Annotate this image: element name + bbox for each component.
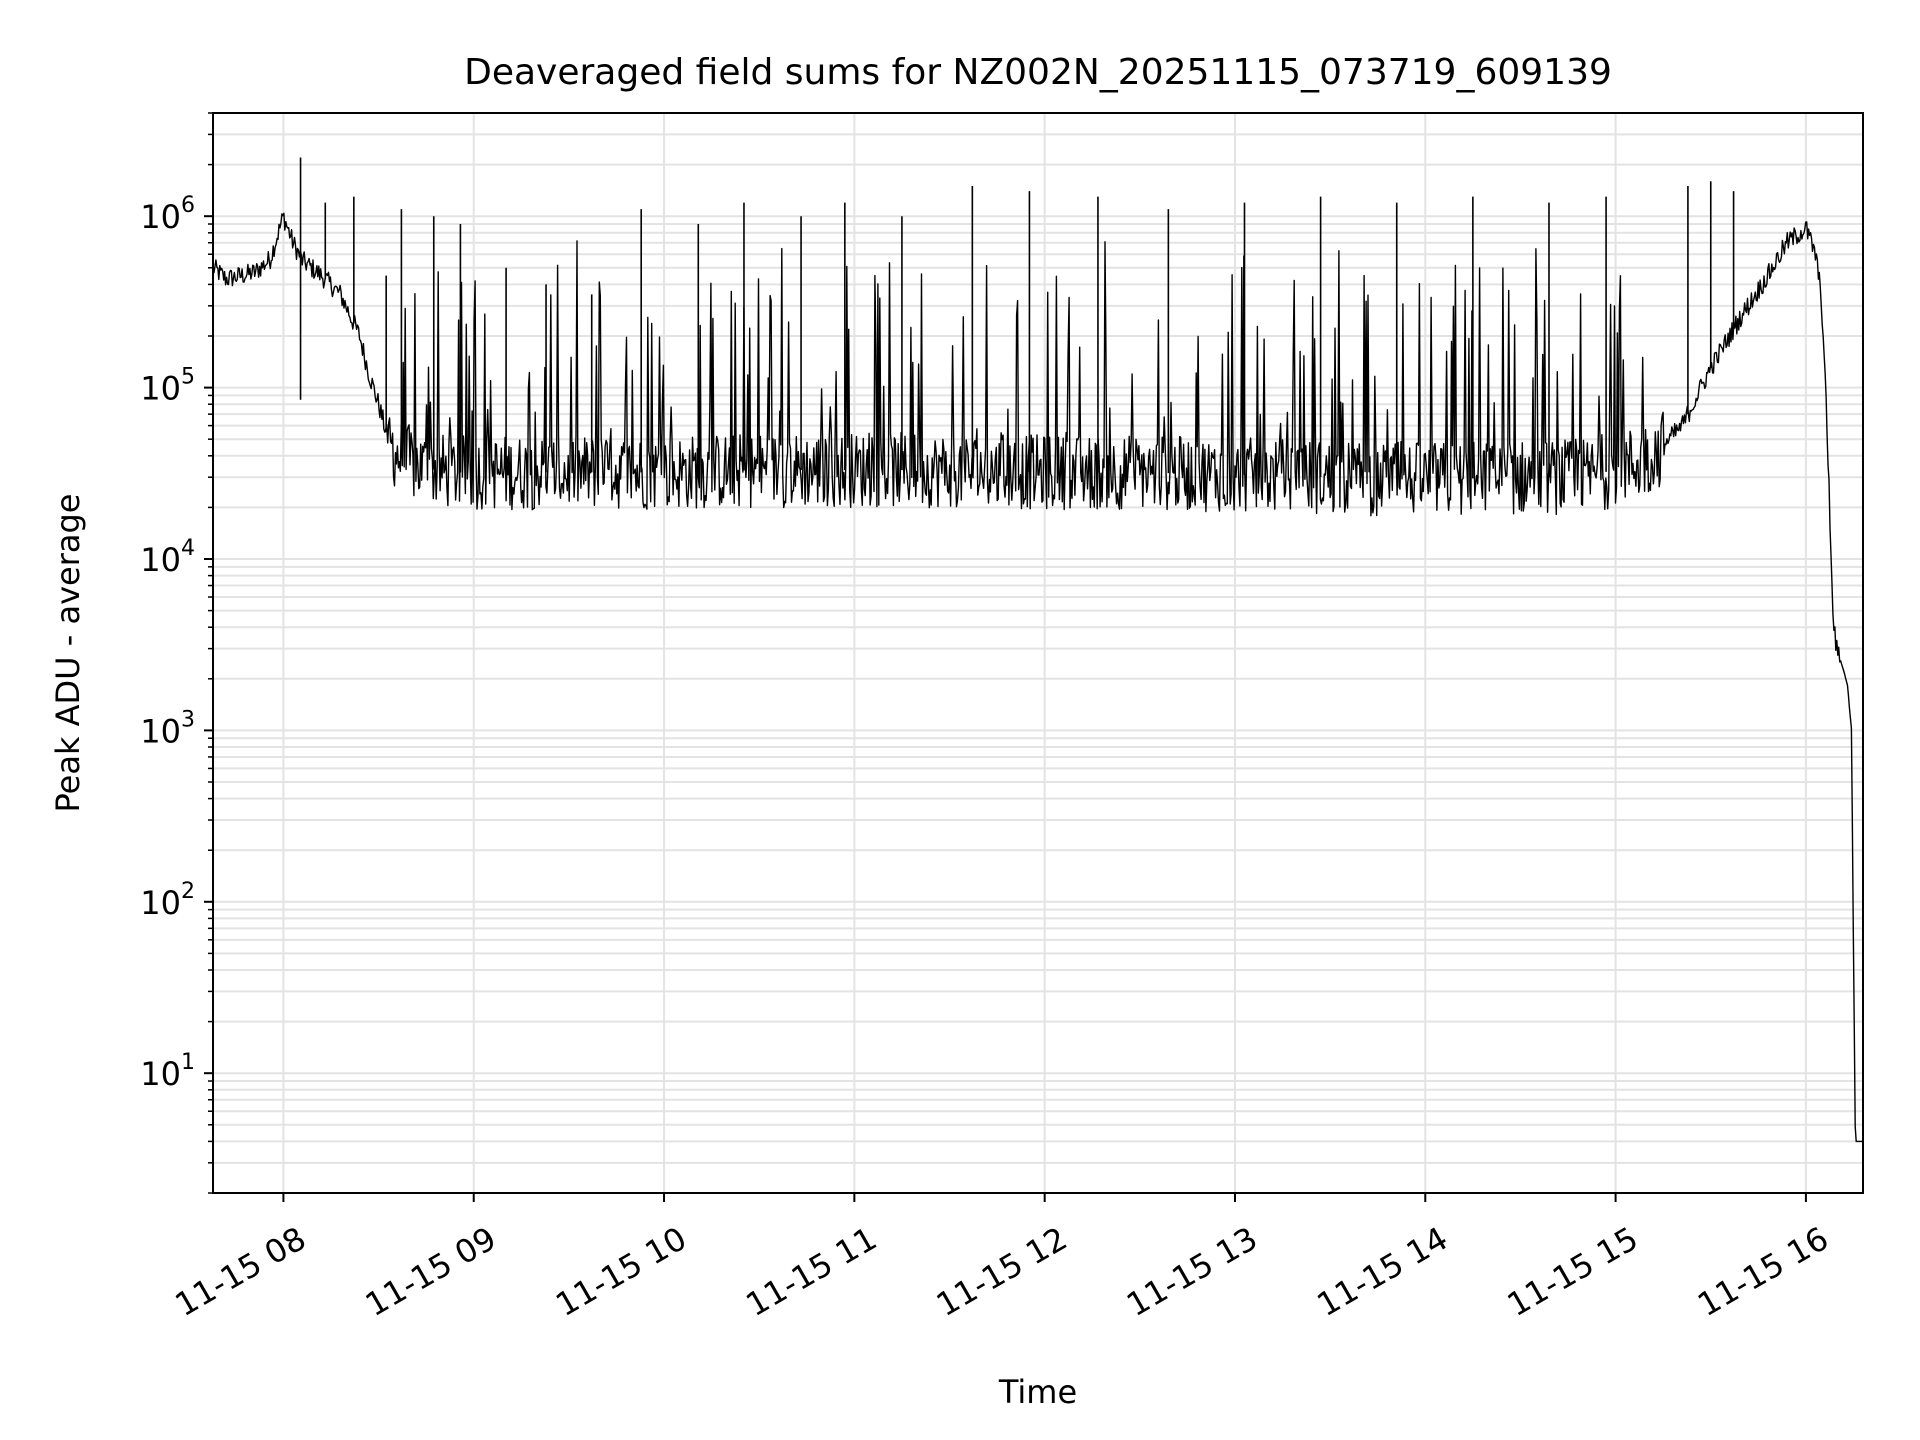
y-tick-label: 102 [140,879,195,922]
y-tick-exponent: 5 [181,365,195,390]
y-tick-base: 10 [140,370,181,408]
y-tick-exponent: 1 [181,1050,195,1075]
y-tick-exponent: 2 [181,879,195,904]
y-tick-base: 10 [140,198,181,236]
plot-frame [212,112,1864,1194]
series-line [212,212,1863,1143]
y-tick-base: 10 [140,541,181,579]
y-tick-label: 106 [140,193,195,236]
y-tick-base: 10 [140,712,181,750]
y-tick-exponent: 3 [181,707,195,732]
y-tick-label: 105 [140,365,195,408]
chart-title: Deaveraged field sums for NZ002N_2025111… [464,52,1612,93]
y-tick-label: 104 [140,536,195,579]
y-tick-base: 10 [140,884,181,922]
x-axis-label: Time [998,1373,1077,1411]
y-tick-label: 103 [140,707,195,750]
y-tick-label: 101 [140,1050,195,1093]
y-tick-exponent: 6 [181,193,195,218]
y-tick-exponent: 4 [181,536,195,561]
data-series [212,157,1863,1143]
y-tick-base: 10 [140,1055,181,1093]
y-axis-label: Peak ADU - average [49,494,87,813]
